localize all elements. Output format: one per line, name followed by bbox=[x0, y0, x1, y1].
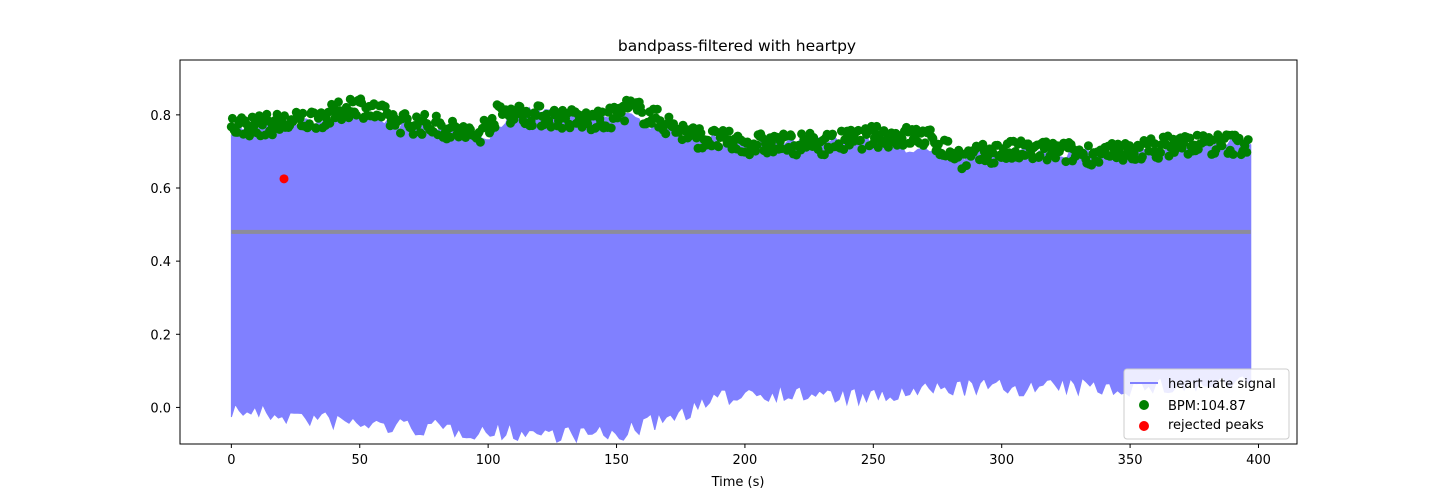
bpm-peak-point bbox=[620, 116, 630, 126]
bpm-peak-point bbox=[417, 129, 427, 139]
bpm-peak-point bbox=[786, 131, 796, 141]
bpm-peak-point bbox=[661, 129, 671, 139]
bpm-peak-point bbox=[475, 137, 485, 147]
x-tick-label: 400 bbox=[1246, 453, 1271, 468]
bpm-peak-point bbox=[1156, 148, 1165, 158]
plot-area bbox=[226, 94, 1253, 444]
bpm-peak-point bbox=[272, 109, 282, 119]
bpm-peak-point bbox=[298, 108, 308, 118]
bpm-peak-point bbox=[325, 118, 335, 128]
legend-red-marker bbox=[1139, 421, 1149, 431]
bpm-peak-point bbox=[1061, 157, 1071, 167]
bpm-peak-point bbox=[431, 111, 441, 121]
bpm-peak-point bbox=[872, 121, 882, 131]
bpm-peak-point bbox=[408, 129, 418, 139]
x-tick-label: 250 bbox=[861, 453, 886, 468]
bpm-peak-point bbox=[535, 101, 545, 111]
legend-label-signal: heart rate signal bbox=[1168, 377, 1276, 392]
bpm-peak-point bbox=[420, 109, 430, 119]
x-tick-label: 350 bbox=[1118, 453, 1143, 468]
legend-green-marker bbox=[1139, 400, 1149, 410]
bpm-peak-point bbox=[925, 125, 935, 135]
x-tick-label: 200 bbox=[733, 453, 758, 468]
bpm-peak-point bbox=[527, 121, 537, 131]
bpm-peak-point bbox=[1083, 141, 1093, 151]
bpm-peak-point bbox=[714, 142, 723, 152]
bpm-peak-point bbox=[1125, 141, 1134, 151]
bpm-peak-point bbox=[351, 110, 361, 120]
bpm-peak-point bbox=[879, 126, 889, 136]
bpm-peak-point bbox=[1035, 151, 1045, 161]
y-tick-label: 0.6 bbox=[150, 182, 171, 197]
axes-frame bbox=[179, 59, 1298, 445]
bpm-peak-point bbox=[227, 113, 237, 123]
y-axis-ticks: 0.0 0.2 0.4 0.6 0.8 bbox=[150, 109, 180, 416]
legend-label-rejected: rejected peaks bbox=[1168, 418, 1264, 433]
legend-box bbox=[1123, 368, 1290, 440]
bpm-peak-point bbox=[1217, 141, 1227, 151]
bpm-peak-point bbox=[855, 135, 865, 145]
bpm-peak-point bbox=[637, 107, 647, 117]
bpm-peak-point bbox=[1137, 152, 1147, 162]
x-axis-ticks: 0 50 100 150 200 250 300 350 400 bbox=[227, 444, 1271, 468]
bpm-peak-point bbox=[920, 138, 930, 148]
bpm-peak-point bbox=[1185, 133, 1195, 143]
bpm-peak-point bbox=[1242, 147, 1252, 157]
y-tick-label: 0.2 bbox=[150, 328, 171, 343]
bpm-peak-point bbox=[606, 123, 616, 133]
bpm-peak-point bbox=[522, 109, 532, 118]
bpm-peak-point bbox=[396, 128, 405, 138]
bpm-peak-point bbox=[490, 122, 500, 132]
y-tick-label: 0.4 bbox=[150, 255, 171, 270]
bpm-peak-point bbox=[515, 102, 525, 111]
bpm-peak-point bbox=[1228, 149, 1238, 159]
bpm-peak-point bbox=[1243, 135, 1253, 145]
x-tick-label: 300 bbox=[989, 453, 1014, 468]
bpm-peak-point bbox=[557, 123, 567, 133]
rejected-peak-point bbox=[279, 174, 289, 184]
x-tick-label: 100 bbox=[476, 453, 501, 468]
bpm-peak-point bbox=[652, 104, 662, 114]
bpm-peak-point bbox=[565, 123, 575, 133]
bpm-peak-point bbox=[1094, 157, 1104, 167]
bpm-peak-point bbox=[978, 139, 988, 149]
bpm-peak-point bbox=[943, 136, 953, 146]
bpm-peaks bbox=[226, 94, 1253, 174]
y-tick-label: 0.8 bbox=[150, 109, 171, 124]
bpm-peak-point bbox=[664, 112, 674, 122]
x-tick-label: 50 bbox=[351, 453, 368, 468]
bpm-peak-point bbox=[857, 144, 867, 154]
bpm-peak-point bbox=[752, 140, 762, 150]
x-tick-label: 150 bbox=[604, 453, 629, 468]
bpm-peak-point bbox=[280, 111, 289, 121]
chart-title: bandpass-filtered with heartpy bbox=[618, 37, 856, 55]
y-tick-label: 0.0 bbox=[150, 401, 171, 416]
bpm-peak-point bbox=[828, 129, 837, 139]
legend: heart rate signal BPM:104.87 rejected pe… bbox=[1123, 368, 1290, 440]
bpm-peak-point bbox=[311, 123, 321, 133]
x-axis-label: Time (s) bbox=[711, 475, 765, 490]
bpm-peak-point bbox=[897, 133, 907, 143]
legend-label-bpm: BPM:104.87 bbox=[1168, 399, 1246, 414]
bpm-peak-point bbox=[989, 158, 999, 168]
bpm-peak-point bbox=[724, 126, 734, 136]
bpm-peak-point bbox=[436, 120, 446, 130]
bpm-peak-point bbox=[333, 97, 343, 107]
bpm-peak-point bbox=[961, 161, 971, 171]
x-tick-label: 0 bbox=[227, 453, 235, 468]
